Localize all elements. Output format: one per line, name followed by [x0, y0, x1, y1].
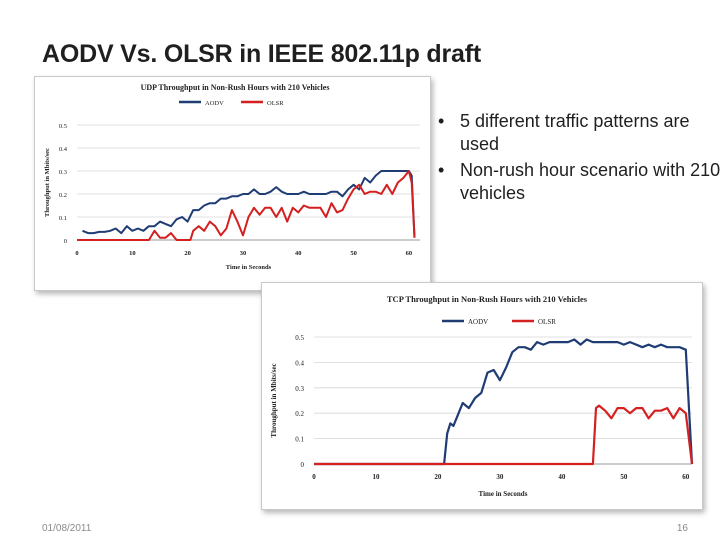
bullet-item: • Non-rush hour scenario with 210 vehicl… — [438, 159, 723, 205]
tcp-legend-label: OLSR — [538, 318, 556, 326]
page-number: 16 — [676, 523, 688, 534]
udp-x-tick-label: 50 — [350, 250, 357, 257]
bullet-list: • 5 different traffic patterns are used … — [438, 110, 723, 208]
tcp-x-axis-label: Time in Seconds — [479, 490, 528, 498]
udp-y-tick-label: 0.5 — [59, 123, 67, 130]
bullet-text: Non-rush hour scenario with 210 vehicles — [460, 160, 721, 203]
udp-y-tick-label: 0.4 — [59, 146, 68, 153]
footer-date: 01/08/2011 — [42, 523, 92, 534]
udp-x-tick-label: 10 — [129, 250, 136, 257]
tcp-x-tick-label: 20 — [434, 473, 442, 481]
udp-chart-title: UDP Throughput in Non-Rush Hours with 21… — [141, 83, 330, 92]
tcp-x-tick-label: 10 — [372, 473, 380, 481]
udp-y-tick-label: 0.2 — [59, 192, 67, 199]
tcp-x-tick-label: 50 — [620, 473, 628, 481]
bullet-item: • 5 different traffic patterns are used — [438, 110, 723, 156]
tcp-y-tick-label: 0 — [301, 461, 305, 469]
tcp-series-olsr-line — [314, 404, 694, 466]
tcp-y-tick-label: 0.1 — [295, 436, 304, 444]
udp-series-aodv-line — [82, 170, 416, 238]
tcp-y-tick-label: 0.4 — [295, 359, 304, 367]
tcp-x-tick-label: 30 — [496, 473, 504, 481]
udp-y-axis-label: Throughput in Mbits/sec — [44, 148, 51, 217]
tcp-x-tick-label: 60 — [682, 473, 690, 481]
udp-y-tick-label: 0.3 — [59, 169, 67, 176]
bullet-dot: • — [438, 160, 445, 180]
udp-y-tick-label: 0.1 — [59, 215, 67, 222]
udp-x-tick-label: 60 — [406, 250, 413, 257]
bullet-dot: • — [438, 111, 445, 131]
tcp-throughput-chart: TCP Throughput in Non-Rush Hours with 21… — [261, 282, 703, 510]
bullet-text: 5 different traffic patterns are used — [460, 111, 690, 154]
udp-throughput-chart: UDP Throughput in Non-Rush Hours with 21… — [34, 76, 431, 291]
udp-chart-svg: UDP Throughput in Non-Rush Hours with 21… — [44, 83, 420, 271]
tcp-legend-label: AODV — [468, 318, 488, 326]
slide-title: AODV Vs. OLSR in IEEE 802.11p draft — [42, 40, 481, 68]
udp-x-axis-label: Time in Seconds — [226, 264, 272, 271]
tcp-x-tick-label: 40 — [558, 473, 566, 481]
tcp-y-axis-label: Throughput in Mbits/sec — [270, 363, 278, 437]
udp-x-tick-label: 20 — [184, 250, 191, 257]
udp-y-tick-label: 0 — [64, 238, 67, 245]
tcp-chart-svg: TCP Throughput in Non-Rush Hours with 21… — [270, 294, 694, 498]
udp-x-tick-label: 40 — [295, 250, 302, 257]
tcp-y-tick-label: 0.3 — [295, 385, 304, 393]
udp-legend-label: AODV — [205, 100, 224, 107]
udp-x-tick-label: 30 — [240, 250, 247, 257]
tcp-series-aodv-line — [314, 338, 694, 466]
udp-x-tick-label: 0 — [75, 250, 78, 257]
tcp-y-tick-label: 0.2 — [295, 410, 304, 418]
tcp-x-tick-label: 0 — [312, 473, 316, 481]
tcp-chart-title: TCP Throughput in Non-Rush Hours with 21… — [387, 294, 588, 304]
udp-series-olsr-line — [77, 170, 416, 241]
udp-legend-label: OLSR — [267, 100, 284, 107]
tcp-y-tick-label: 0.5 — [295, 334, 304, 342]
